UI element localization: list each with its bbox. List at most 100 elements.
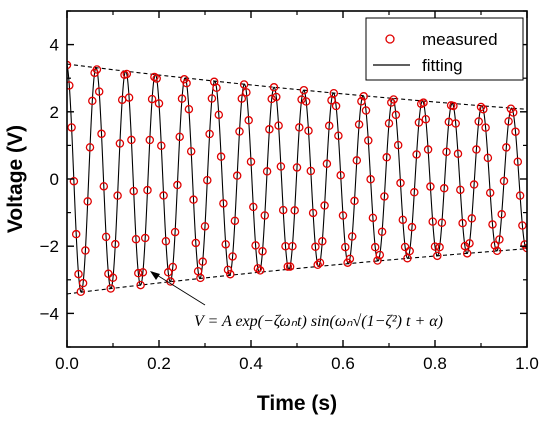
measured-point — [469, 180, 479, 189]
measured-point — [414, 118, 424, 127]
measured-point — [435, 242, 444, 252]
measured-point — [97, 129, 106, 139]
measured-point — [377, 227, 387, 237]
measured-point — [196, 273, 205, 283]
annotation-arrowhead — [150, 271, 160, 280]
measured-point — [214, 110, 224, 120]
measured-point — [313, 260, 322, 269]
y-tick-label: 4 — [50, 36, 59, 55]
measured-point — [352, 156, 362, 165]
equation-annotation: V = A exp(−ζωₙt) sin(ωₙ√(1−ζ²) t + α) — [150, 271, 443, 330]
measured-point — [318, 237, 327, 246]
measured-point — [442, 147, 451, 157]
measured-point — [182, 78, 191, 88]
measured-point — [407, 222, 417, 232]
measured-point — [382, 153, 391, 162]
measured-point — [212, 83, 221, 93]
measured-point — [465, 239, 474, 248]
measured-point — [177, 94, 187, 103]
measured-point — [249, 202, 258, 212]
measured-point — [67, 123, 76, 132]
measured-point — [143, 185, 152, 195]
x-axis-label: Time (s) — [257, 392, 337, 415]
measured-point — [437, 218, 447, 227]
measured-point — [147, 94, 157, 104]
measured-point — [99, 182, 109, 191]
measured-point — [483, 153, 493, 163]
x-tick-label: 0.4 — [239, 354, 263, 373]
measured-point — [276, 162, 286, 171]
measured-point — [203, 175, 212, 185]
measured-point — [292, 163, 302, 172]
measured-point — [419, 98, 428, 107]
measured-point — [189, 195, 198, 204]
measured-point — [219, 199, 228, 208]
measured-point — [260, 211, 270, 220]
measured-point — [290, 206, 299, 215]
y-tick-label: 2 — [50, 103, 59, 122]
measured-point — [175, 132, 184, 142]
measured-point — [69, 176, 79, 186]
measured-point — [490, 241, 500, 250]
measured-point — [150, 72, 159, 82]
measured-point — [405, 246, 414, 256]
measured-point — [115, 139, 125, 148]
measured-point — [223, 265, 233, 275]
measured-point — [433, 251, 442, 261]
measured-point — [320, 201, 329, 210]
measured-point — [329, 88, 339, 98]
annotation-formula: V = A exp(−ζωₙt) sin(ωₙ√(1−ζ²) t + α) — [194, 313, 443, 330]
fitting-curve — [67, 64, 527, 293]
measured-point — [67, 81, 74, 90]
measured-point — [297, 95, 306, 104]
measured-point — [235, 127, 244, 136]
measured-point — [515, 191, 525, 200]
measured-point — [239, 80, 249, 89]
measured-point — [423, 145, 433, 154]
measured-point — [232, 171, 242, 180]
measured-point — [481, 123, 490, 132]
x-tick-label: 0.8 — [423, 354, 447, 373]
measured-point — [278, 205, 288, 215]
measured-point — [412, 150, 421, 159]
measured-point — [398, 215, 408, 225]
measured-point — [131, 234, 141, 244]
measured-point — [157, 141, 166, 150]
measured-point — [101, 232, 111, 242]
measured-point — [449, 101, 458, 111]
measured-point — [453, 149, 463, 159]
measured-point — [226, 269, 235, 279]
measured-point — [345, 254, 355, 264]
measured-point — [430, 242, 440, 251]
measured-point — [354, 120, 364, 129]
measured-point — [230, 216, 240, 226]
measured-point — [267, 94, 276, 104]
measured-point — [255, 266, 265, 275]
measured-point — [127, 135, 136, 145]
measured-point — [78, 278, 88, 288]
legend-marker-measured — [385, 34, 395, 44]
legend-box — [365, 17, 524, 81]
measured-point — [154, 99, 164, 108]
measured-point — [520, 240, 527, 249]
measured-point — [451, 119, 460, 128]
measured-point — [361, 106, 371, 115]
measured-point — [76, 287, 86, 296]
measured-point — [499, 176, 509, 186]
measured-point — [485, 188, 495, 198]
measured-point — [476, 102, 486, 112]
measured-point — [136, 280, 145, 290]
measured-point — [106, 284, 115, 293]
axis-layer: 0.0 0.2 0.4 0.6 0.8 1.0 −4 −2 0 2 4 — [40, 10, 539, 373]
measured-point — [88, 96, 97, 106]
measured-point — [338, 211, 348, 220]
x-tick-label: 0.2 — [147, 354, 171, 373]
x-tick-label: 0.6 — [331, 354, 355, 373]
measured-point — [380, 192, 389, 201]
y-axis-label: Voltage (V) — [4, 125, 27, 233]
y-tick-label: −2 — [40, 237, 59, 256]
measured-point — [274, 121, 283, 130]
measured-point — [428, 217, 437, 226]
measured-point — [364, 136, 373, 145]
measured-point — [216, 152, 226, 161]
